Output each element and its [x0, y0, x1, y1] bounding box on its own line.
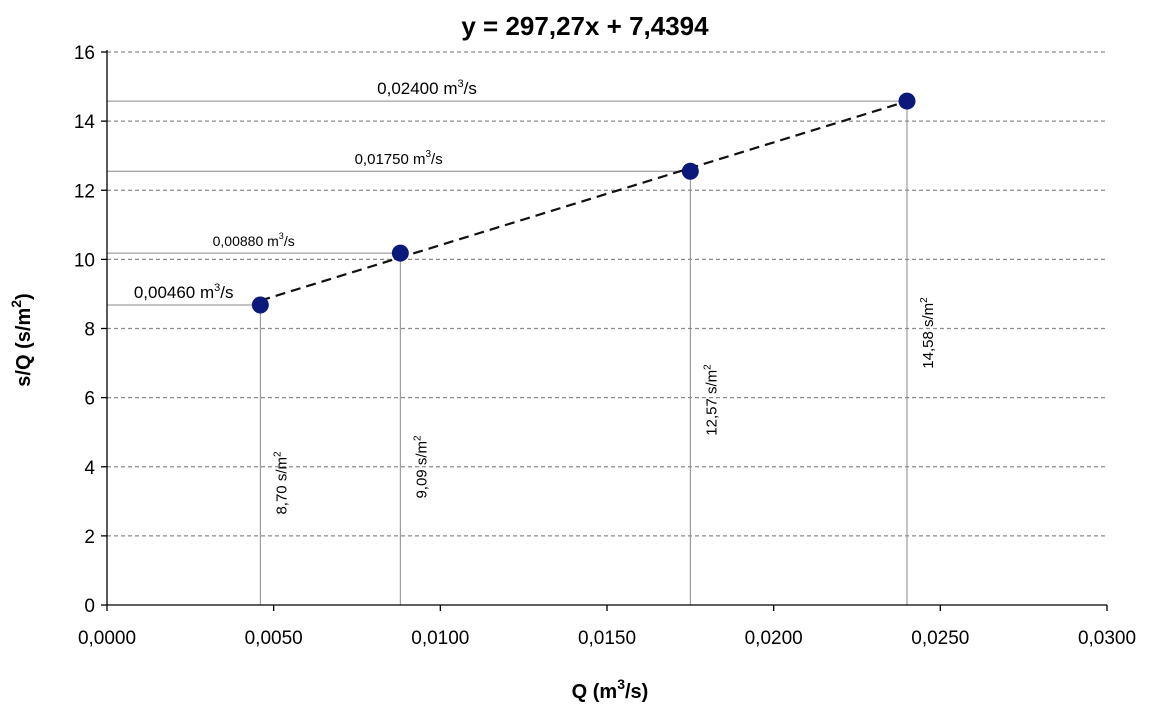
y-tick-label: 6	[84, 389, 95, 410]
x-tick-label: 0,0200	[745, 628, 803, 649]
x-axis-title: Q (m3/s)	[572, 676, 649, 703]
y-tick-label: 2	[84, 527, 95, 548]
sq-value-text: 14,58 s/m	[920, 303, 937, 369]
sq-unit-sup: 2	[272, 451, 283, 457]
x-tick-label: 0,0050	[245, 628, 303, 649]
axes	[101, 50, 1108, 611]
q-value-text: 0,00460 m	[134, 283, 214, 302]
q-unit-sup: 3	[214, 282, 220, 294]
q-unit-end: /s	[464, 79, 477, 98]
data-point	[391, 244, 409, 262]
y-tick-label: 8	[84, 320, 95, 341]
sq-value-label: 8,70 s/m2	[272, 451, 290, 515]
trendline-layer	[260, 100, 908, 302]
data-point	[898, 92, 916, 110]
data-point	[681, 162, 699, 180]
sq-value-text: 8,70 s/m	[273, 457, 290, 515]
q-value-label: 0,01750 m3/s	[355, 149, 443, 168]
sq-value-label: 14,58 s/m2	[919, 297, 937, 369]
x-tick-label: 0,0000	[78, 628, 136, 649]
q-unit-end: /s	[220, 283, 233, 302]
q-value-label: 0,00460 m3/s	[134, 282, 234, 302]
q-value-label: 0,00880 m3/s	[213, 231, 295, 249]
q-value-label: 0,02400 m3/s	[377, 78, 477, 98]
x-tick-label: 0,0100	[411, 628, 469, 649]
sq-value-text: 9,09 s/m	[413, 441, 430, 499]
x-axis-title-sup: 3	[617, 676, 625, 692]
y-axis-title-sup: 2	[8, 300, 24, 308]
q-unit-end: /s	[284, 233, 295, 249]
q-unit-sup: 3	[425, 149, 431, 160]
y-tick-label: 14	[74, 112, 96, 133]
y-tick-label: 4	[84, 458, 95, 479]
sq-value-text: 12,57 s/m	[703, 370, 720, 436]
q-unit-end: /s	[431, 151, 443, 168]
y-tick-label: 10	[74, 250, 95, 271]
x-tick-label: 0,0300	[1078, 628, 1136, 649]
guide-lines	[107, 100, 908, 605]
grid-lines	[107, 51, 1107, 537]
sq-value-label: 9,09 s/m2	[412, 435, 430, 499]
x-tick-label: 0,0250	[911, 628, 969, 649]
sq-unit-sup: 2	[702, 364, 713, 370]
chart-title: y = 297,27x + 7,4394	[461, 11, 709, 41]
q-value-text: 0,02400 m	[377, 79, 457, 98]
data-points	[251, 92, 916, 314]
q-value-text: 0,01750 m	[355, 151, 426, 168]
sq-unit-sup: 2	[919, 297, 930, 303]
trendline	[260, 100, 908, 302]
y-tick-label: 16	[74, 43, 95, 64]
point-labels: 0,00460 m3/s8,70 s/m20,00880 m3/s9,09 s/…	[134, 78, 937, 514]
x-axis-title-end: /s)	[625, 681, 648, 703]
x-tick-label: 0,0150	[578, 628, 636, 649]
y-axis-title-main: s/Q (s/m	[13, 308, 35, 387]
sq-unit-sup: 2	[412, 435, 423, 441]
data-point	[251, 296, 269, 314]
q-value-text: 0,00880 m	[213, 233, 279, 249]
sq-value-label: 12,57 s/m2	[702, 364, 720, 436]
q-unit-sup: 3	[457, 78, 463, 90]
tick-labels: 0 2 4 6 8 10 12 14 16 0,0000 0,0050 0,0100 0,0150 0,0…	[74, 43, 1136, 649]
y-axis-title-end: )	[13, 293, 35, 300]
y-tick-label: 12	[74, 181, 95, 202]
q-unit-sup: 3	[279, 231, 284, 241]
y-tick-label: 0	[84, 596, 95, 617]
y-axis-title: s/Q (s/m2)	[8, 293, 35, 386]
x-axis-title-main: Q (m	[572, 681, 618, 703]
